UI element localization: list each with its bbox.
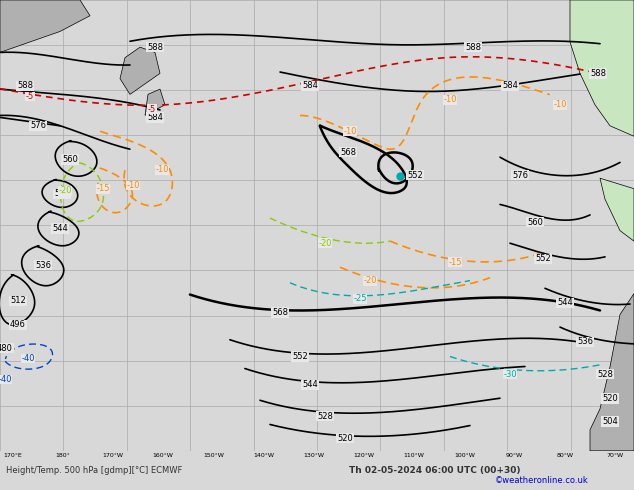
Text: -40: -40 (0, 375, 12, 384)
Text: 576: 576 (512, 171, 528, 179)
Text: 568: 568 (340, 147, 356, 156)
Text: 100°W: 100°W (454, 453, 475, 458)
Text: 544: 544 (302, 380, 318, 389)
Text: 496: 496 (10, 320, 26, 329)
Text: -15: -15 (96, 184, 110, 193)
Text: -25: -25 (353, 294, 366, 303)
Text: 536: 536 (35, 261, 51, 270)
Text: 140°W: 140°W (253, 453, 274, 458)
Text: 70°W: 70°W (606, 453, 624, 458)
Polygon shape (120, 47, 160, 95)
Text: 560: 560 (527, 218, 543, 227)
Text: 520: 520 (337, 434, 353, 443)
Text: 180°: 180° (56, 453, 70, 458)
Text: 80°W: 80°W (556, 453, 573, 458)
Text: -10: -10 (343, 126, 357, 136)
Text: ©weatheronline.co.uk: ©weatheronline.co.uk (495, 476, 588, 485)
Text: -10: -10 (126, 181, 139, 190)
Text: 512: 512 (10, 296, 26, 305)
Text: -20: -20 (363, 276, 377, 286)
Text: 588: 588 (147, 43, 163, 51)
Text: 588: 588 (465, 43, 481, 51)
Text: 584: 584 (502, 81, 518, 91)
Text: 560: 560 (62, 155, 78, 164)
Text: 552: 552 (407, 171, 423, 179)
Text: 528: 528 (317, 412, 333, 421)
Text: -30: -30 (503, 370, 517, 379)
Text: 120°W: 120°W (354, 453, 375, 458)
Text: 520: 520 (602, 394, 618, 403)
Text: -10: -10 (155, 165, 169, 174)
Text: 588: 588 (590, 69, 606, 78)
Text: 536: 536 (577, 337, 593, 346)
Text: Height/Temp. 500 hPa [gdmp][°C] ECMWF: Height/Temp. 500 hPa [gdmp][°C] ECMWF (6, 466, 183, 475)
Text: 584: 584 (302, 81, 318, 91)
Text: 480: 480 (0, 343, 13, 353)
Text: -20: -20 (318, 239, 332, 248)
Text: 588: 588 (17, 81, 33, 91)
Polygon shape (590, 294, 634, 451)
Text: 552: 552 (292, 352, 308, 361)
Text: 528: 528 (597, 370, 613, 379)
Text: 544: 544 (557, 298, 573, 308)
Text: 90°W: 90°W (506, 453, 523, 458)
Text: -10: -10 (443, 95, 456, 104)
Text: 130°W: 130°W (303, 453, 325, 458)
Text: 110°W: 110°W (404, 453, 425, 458)
Text: 576: 576 (30, 122, 46, 130)
Text: 150°W: 150°W (203, 453, 224, 458)
Text: 584: 584 (147, 113, 163, 122)
Text: -15: -15 (448, 258, 462, 267)
Text: 552: 552 (535, 254, 551, 264)
Polygon shape (145, 89, 165, 115)
Text: 160°W: 160°W (153, 453, 174, 458)
Text: -5: -5 (148, 104, 156, 114)
Text: -20: -20 (58, 186, 72, 196)
Text: Th 02-05-2024 06:00 UTC (00+30): Th 02-05-2024 06:00 UTC (00+30) (349, 466, 521, 475)
Text: -5: -5 (26, 92, 34, 101)
Text: 170°W: 170°W (103, 453, 124, 458)
Text: 504: 504 (602, 417, 618, 426)
Text: 568: 568 (272, 308, 288, 317)
Polygon shape (0, 0, 90, 52)
Text: 170°E: 170°E (3, 453, 22, 458)
Text: 544: 544 (52, 224, 68, 233)
Text: -10: -10 (553, 100, 567, 109)
Text: 552: 552 (54, 190, 70, 198)
Polygon shape (600, 178, 634, 241)
Polygon shape (570, 0, 634, 136)
Text: -40: -40 (22, 354, 35, 363)
